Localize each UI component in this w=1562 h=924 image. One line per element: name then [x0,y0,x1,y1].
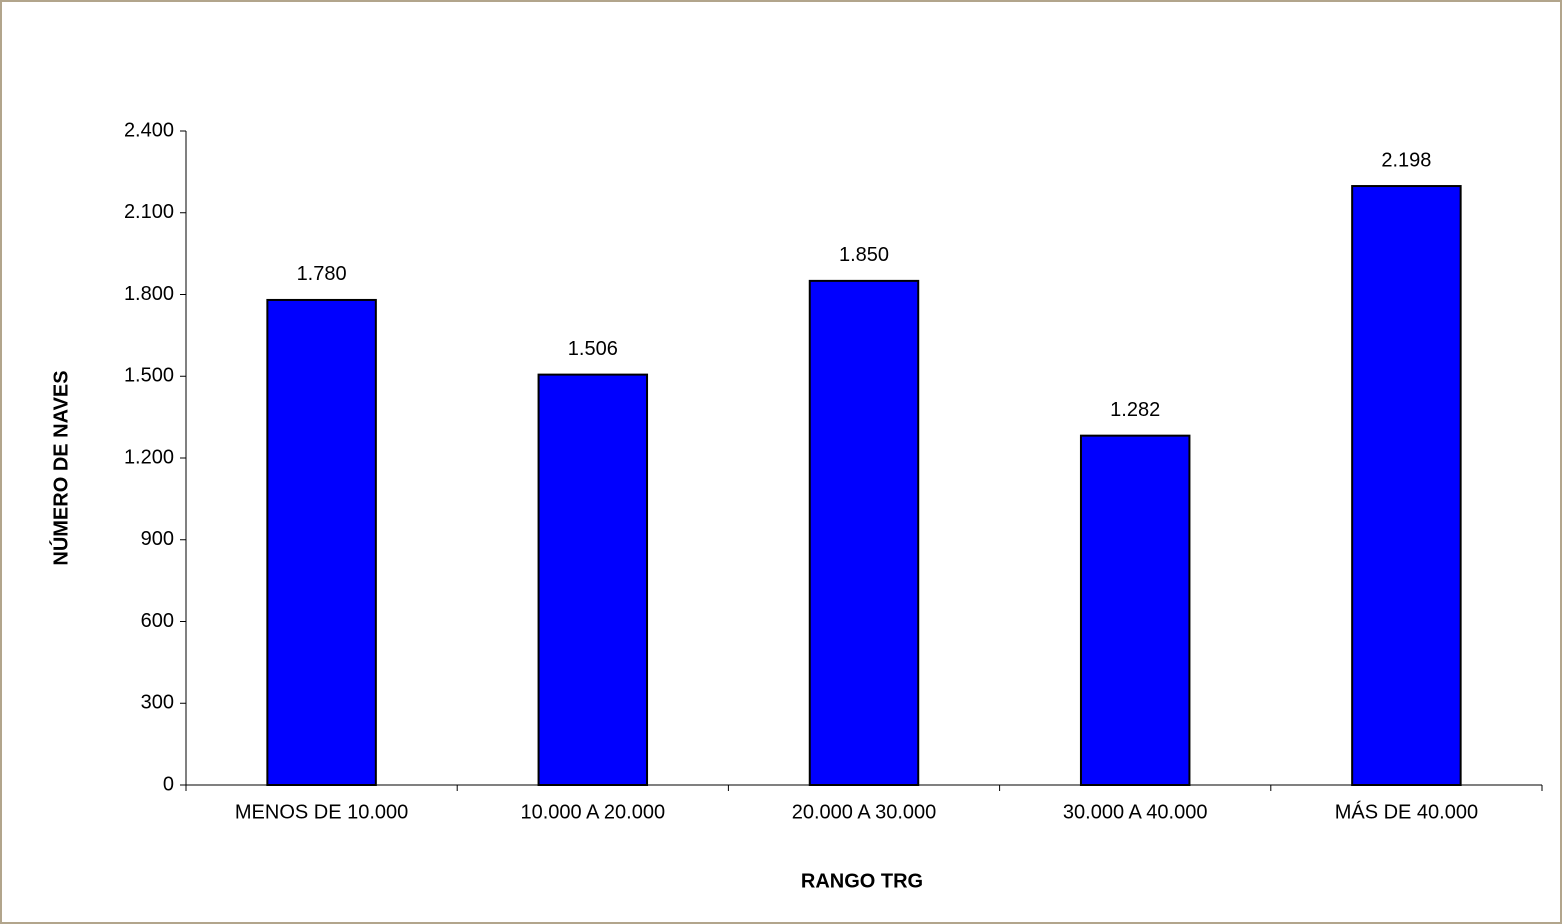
y-tick-label: 1.500 [124,365,174,387]
x-tick-label: MÁS DE 40.000 [1335,800,1478,823]
y-tick-label: 2.100 [124,201,174,223]
x-tick-label: 20.000 A 30.000 [792,801,937,823]
x-axis-label: RANGO TRG [801,870,923,892]
x-tick-label: 10.000 A 20.000 [521,801,666,823]
data-label: 1.282 [1110,399,1160,421]
data-label: 1.850 [839,244,889,266]
bar [1079,434,1191,786]
y-tick-label: 1.200 [124,446,174,468]
data-label: 2.198 [1381,149,1431,171]
x-tick-label: 30.000 A 40.000 [1063,801,1208,823]
bar [808,279,920,786]
y-tick-label: 1.800 [124,283,174,305]
data-label: 1.506 [568,338,618,360]
y-tick-label: 600 [141,610,174,632]
bar [1351,185,1462,787]
bar [266,298,377,786]
y-tick-label: 0 [163,773,174,795]
y-axis-label: NÚMERO DE NAVES [48,370,72,565]
x-tick-label: MENOS DE 10.000 [235,801,408,823]
y-tick-label: 300 [141,692,174,714]
bar [537,373,649,786]
y-tick-label: 900 [141,528,174,550]
y-tick-label: 2.400 [124,119,174,141]
data-label: 1.780 [297,263,347,285]
